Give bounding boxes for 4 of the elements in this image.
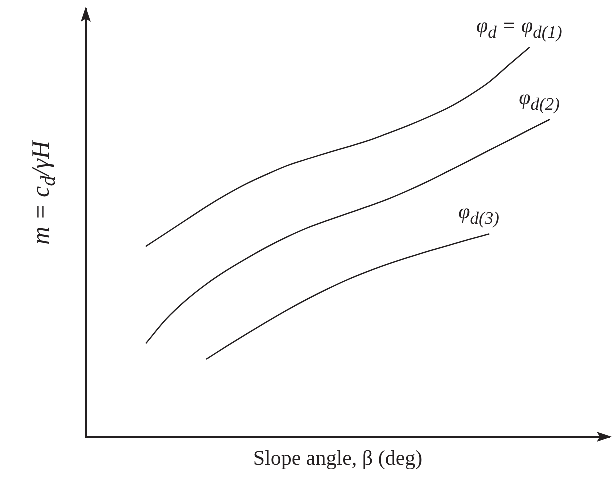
series-label: φ$_{d}$ = φ$_{d(1)}$: [476, 13, 562, 42]
x-axis-title: Slope angle, β (deg): [253, 446, 423, 470]
series-label: φ$_{d(3)}$: [458, 200, 500, 228]
series-label: φ$_{d(2)}$: [519, 85, 560, 114]
